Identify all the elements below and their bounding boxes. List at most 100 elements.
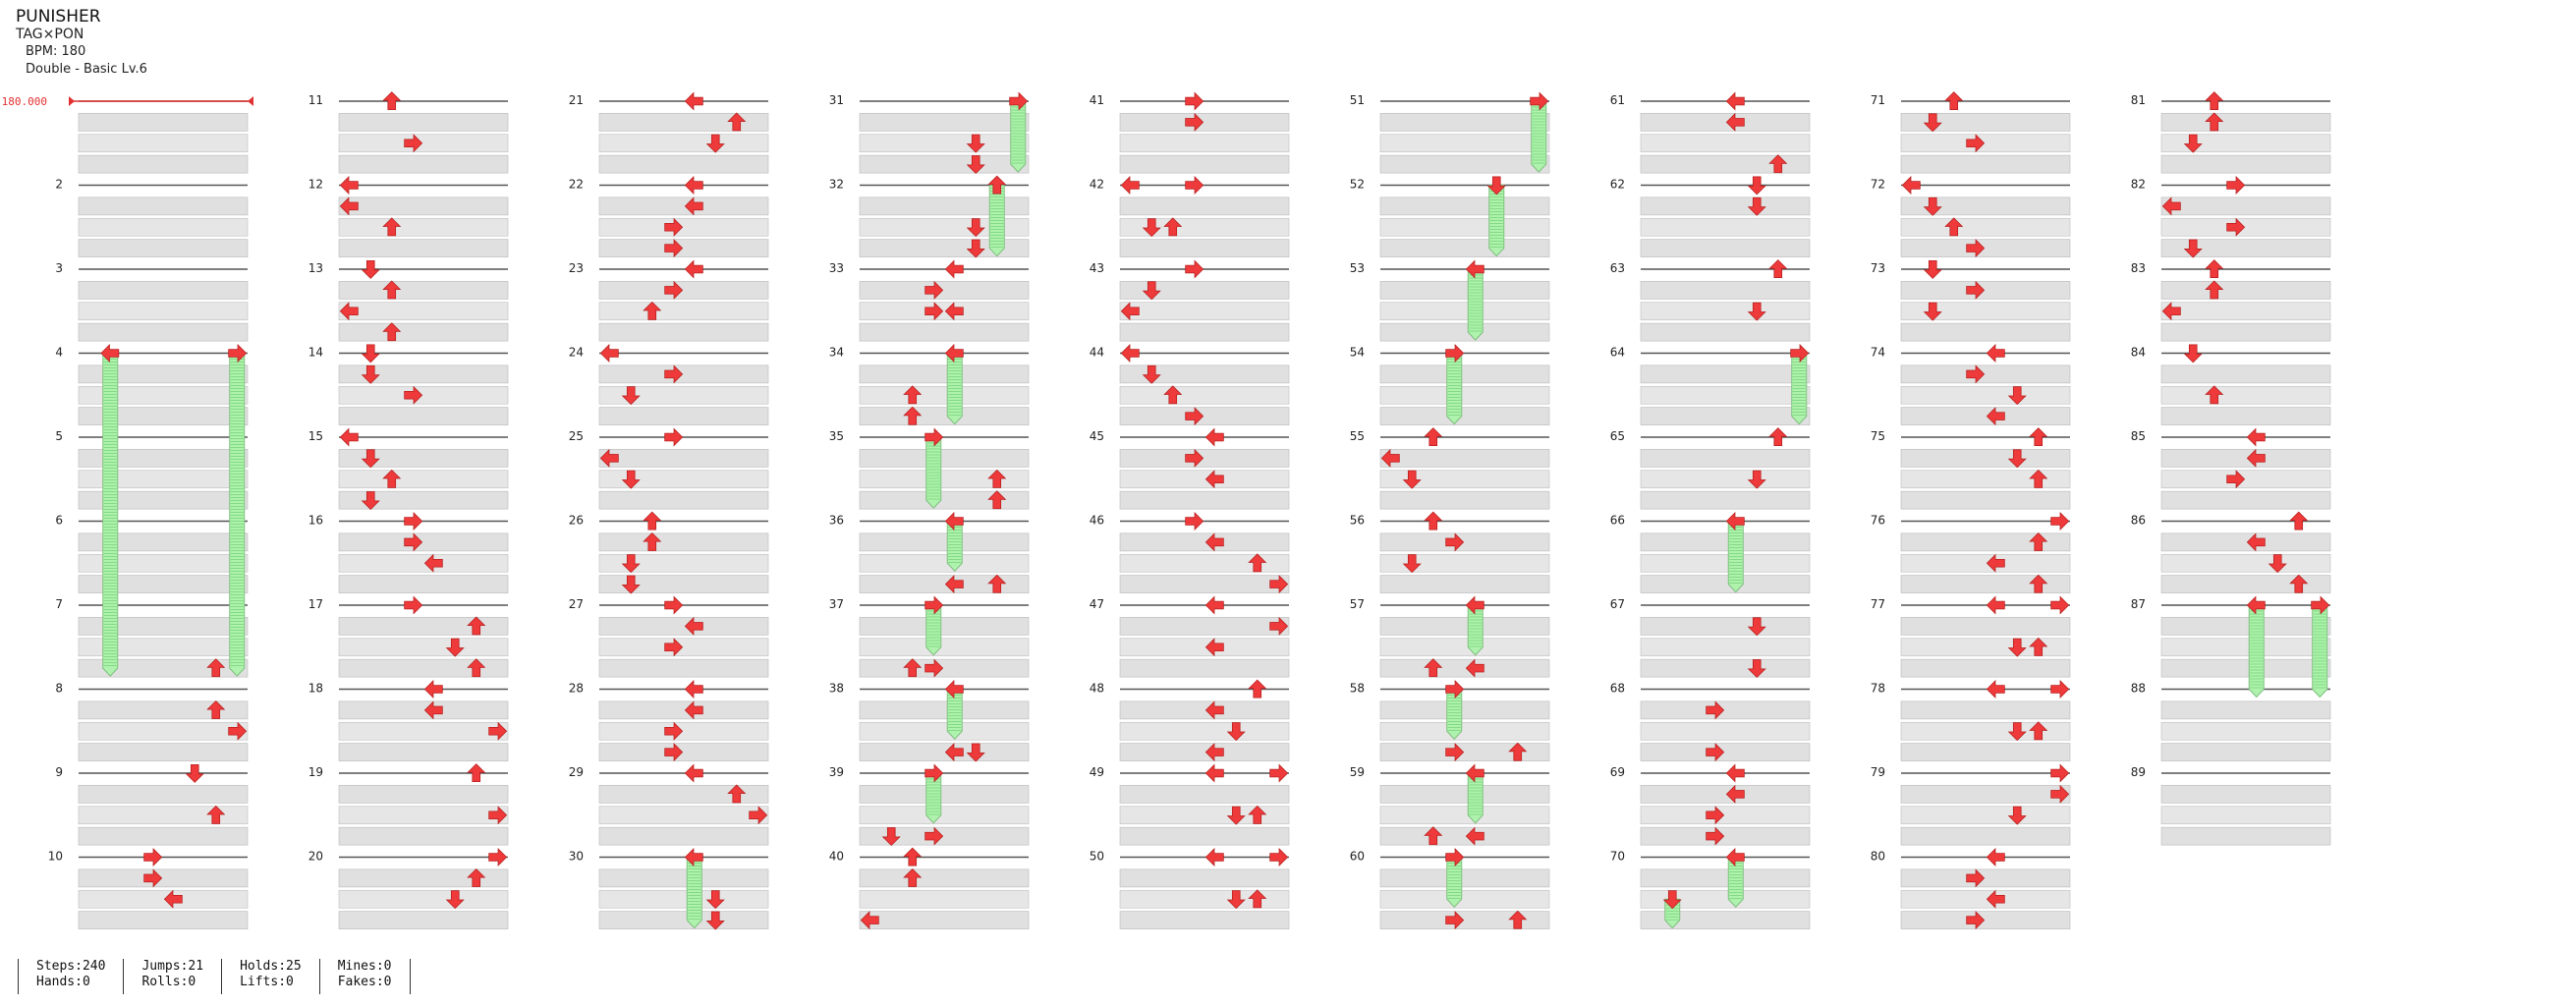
beat-stripe [338, 826, 509, 846]
beat-stripe [859, 490, 1030, 510]
beat-stripe [598, 134, 769, 153]
beat-stripe [2160, 302, 2331, 321]
beat-stripe [1640, 911, 1811, 929]
measure-number: 35 [829, 429, 844, 443]
arrow-up-icon [2029, 574, 2048, 593]
beat-stripe [859, 638, 1030, 657]
arrow-right-icon [1269, 847, 1289, 867]
arrow-up-icon [467, 763, 486, 782]
measure-number: 3 [55, 261, 63, 275]
measure-number: 43 [1090, 261, 1104, 275]
beat-stripe [598, 743, 769, 761]
arrow-left-icon [2246, 532, 2266, 552]
measure-number: 28 [569, 682, 584, 696]
beat-stripe [1379, 721, 1550, 741]
arrow-up-icon [2289, 574, 2309, 593]
beat-stripe [1640, 239, 1811, 257]
beat-stripe [78, 911, 249, 929]
arrow-up-icon [903, 847, 923, 866]
beat-stripe [78, 826, 249, 846]
beat-stripe [78, 217, 249, 237]
arrow-down-icon [1142, 364, 1161, 384]
beat-stripe [1640, 470, 1811, 489]
arrow-down-icon [2183, 344, 2203, 363]
measure-number: 32 [829, 178, 844, 192]
beat-stripe [78, 449, 249, 468]
beat-stripe [1119, 113, 1290, 132]
arrow-up-icon [1768, 154, 1788, 174]
beat-stripe [598, 638, 769, 657]
arrow-left-icon [423, 553, 443, 573]
measure-number: 57 [1350, 597, 1365, 611]
beat-stripe [338, 806, 509, 825]
arrow-left-icon [684, 616, 703, 636]
beat-stripe [338, 532, 509, 552]
arrow-right-icon [488, 847, 508, 867]
arrow-up-icon [1424, 511, 1443, 531]
arrow-left-icon [1725, 511, 1745, 531]
beat-stripe [338, 385, 509, 405]
arrow-left-icon [684, 259, 703, 279]
beat-stripe [598, 385, 769, 405]
arrow-down-icon [1662, 890, 1682, 910]
arrow-up-icon [1248, 679, 1267, 699]
beat-stripe [1900, 889, 2071, 909]
measure-number: 48 [1090, 682, 1104, 696]
arrow-down-icon [1402, 470, 1422, 489]
beat-stripe [859, 743, 1030, 761]
beat-stripe [1379, 113, 1550, 132]
beat-stripe [1640, 617, 1811, 636]
beat-stripe [859, 134, 1030, 153]
arrow-right-icon [1269, 763, 1289, 783]
beat-stripe [1900, 322, 2071, 342]
arrow-up-icon [2205, 385, 2224, 405]
arrow-left-icon [339, 196, 359, 216]
bpm-label: 180.000 [2, 95, 47, 108]
arrow-down-icon [1923, 260, 1942, 279]
arrow-up-icon [2029, 531, 2048, 551]
arrow-up-icon [1944, 217, 1964, 237]
beat-stripe [1640, 806, 1811, 825]
beat-stripe [1379, 889, 1550, 909]
arrow-left-icon [2246, 427, 2266, 447]
beat-stripe [859, 658, 1030, 678]
beat-stripe [1379, 385, 1550, 405]
measure-number: 41 [1090, 93, 1104, 107]
arrow-left-icon [1204, 470, 1224, 489]
arrow-right-icon [1706, 700, 1725, 720]
measure-number: 10 [48, 850, 63, 864]
measure-number: 60 [1350, 850, 1365, 864]
beat-stripe [598, 785, 769, 804]
arrow-down-icon [361, 491, 380, 511]
beat-stripe [859, 196, 1030, 216]
beat-stripe [1900, 385, 2071, 405]
arrow-right-icon [1966, 280, 1986, 300]
arrow-down-icon [966, 239, 985, 258]
arrow-down-icon [966, 155, 985, 175]
measure-number: 18 [308, 682, 323, 696]
arrow-up-icon [467, 867, 486, 887]
arrow-right-icon [1185, 511, 1204, 531]
measure-number: 73 [1871, 261, 1885, 275]
beat-stripe [78, 638, 249, 657]
arrow-down-icon [1747, 302, 1766, 321]
beat-stripe [1119, 889, 1290, 909]
beat-stripe [78, 470, 249, 489]
beat-stripe [2160, 700, 2331, 720]
beat-stripe [1119, 532, 1290, 552]
beat-stripe [78, 721, 249, 741]
beat-stripe [1119, 490, 1290, 510]
beat-stripe [1900, 532, 2071, 552]
beat-stripe [1119, 700, 1290, 720]
beat-stripe [598, 575, 769, 593]
beat-stripe [1640, 658, 1811, 678]
song-title: PUNISHER [16, 7, 101, 27]
beat-stripe [1900, 553, 2071, 573]
beat-stripe [1379, 449, 1550, 468]
beat-stripe [1640, 449, 1811, 468]
measure-number: 9 [55, 765, 63, 779]
arrow-right-icon [1790, 343, 1810, 363]
beat-stripe [1900, 638, 2071, 657]
measure-number: 22 [569, 178, 584, 192]
beat-stripe [1119, 449, 1290, 468]
